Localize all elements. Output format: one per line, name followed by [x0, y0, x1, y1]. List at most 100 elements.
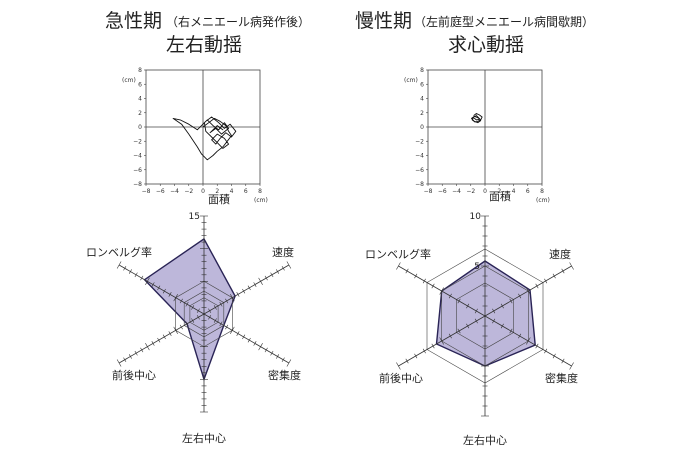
radar-tick	[552, 273, 556, 279]
sway-x-tick-label: −2	[184, 188, 193, 195]
radar-tick	[258, 277, 263, 285]
radar-tick	[552, 353, 556, 359]
sway-x-tick-label: −8	[142, 188, 151, 195]
radar-tick	[474, 318, 478, 324]
radar-tick	[208, 314, 212, 320]
panel1-title-main: 急性期	[105, 10, 162, 32]
radar-tick	[405, 358, 409, 364]
radar-tick	[405, 268, 409, 274]
radar-tick	[168, 331, 172, 336]
radar-tick	[140, 347, 144, 353]
sway-x-unit: (cm)	[254, 197, 268, 204]
radar-tick	[230, 326, 235, 334]
sway-x-tick-label: 4	[230, 188, 234, 195]
radar-tick	[179, 324, 183, 330]
radar-tick	[196, 308, 200, 314]
radar-tick	[466, 323, 470, 329]
radar-tick	[466, 303, 470, 309]
radar-tick	[526, 287, 531, 295]
radar-tick	[422, 348, 426, 354]
radar-tick	[518, 333, 522, 339]
sway-x-unit: (cm)	[536, 197, 550, 204]
radar-axis	[203, 264, 290, 315]
radar-axis-label: 前後中心	[379, 371, 423, 385]
sway-y-tick-label: 0	[138, 124, 142, 131]
radar-tick	[281, 265, 285, 271]
radar-data-polygon	[435, 260, 536, 367]
radar-tick	[157, 337, 161, 343]
sway-y-tick-label: −2	[133, 138, 142, 145]
radar-axis	[203, 313, 290, 364]
radar-tick	[145, 343, 150, 351]
radar-axis-label: ロンベルグ率	[86, 245, 152, 259]
radar-tick	[286, 261, 292, 269]
sway-x-tick-label: 0	[201, 188, 205, 195]
radar-tick	[258, 343, 263, 351]
panel2-title-main: 慢性期	[355, 10, 412, 32]
radar-tick	[492, 308, 496, 314]
radar-tick	[128, 269, 132, 274]
sway-y-tick-label: 6	[138, 81, 142, 88]
radar-tick	[162, 334, 166, 340]
sway-x-tick-label: 8	[258, 188, 262, 195]
sway-x-tick-label: −6	[156, 188, 165, 195]
sway-x-tick-label: 6	[526, 188, 530, 195]
sway-trace	[172, 116, 237, 161]
radar-tick	[500, 323, 504, 329]
radar-tick	[500, 303, 504, 309]
panel2-title-sub: （左前庭型メニエール病間歇期）	[414, 14, 594, 29]
radar-tick	[116, 359, 122, 367]
sway-y-tick-label: 6	[420, 81, 424, 88]
panel1-title-sub: （右メニエール病発作後）	[166, 14, 310, 29]
sway-y-tick-label: 2	[420, 110, 424, 117]
radar-tick	[448, 293, 452, 299]
sway-y-tick-label: 8	[138, 67, 142, 74]
radar-tick	[492, 318, 496, 324]
radar-tick	[544, 348, 548, 354]
sway-y-tick-label: −2	[415, 138, 424, 145]
sway-x-tick-label: 8	[540, 188, 544, 195]
sway-trace	[471, 113, 483, 124]
radar-tick	[185, 321, 189, 327]
radar-tick	[247, 337, 251, 343]
radar-tick	[134, 272, 138, 278]
sway-y-tick-label: −6	[415, 167, 424, 174]
radar-axis-label: 左右中心	[182, 431, 226, 445]
sway-x-tick-label: 2	[497, 188, 501, 195]
radar-tick	[173, 326, 178, 334]
radar-tick	[236, 292, 240, 297]
radar-tick	[264, 275, 268, 281]
radar-tick	[276, 269, 280, 274]
panel1-title2: 左右動揺	[166, 34, 242, 56]
radar-tick	[561, 268, 565, 274]
radar-tick	[123, 265, 127, 271]
radar-axis-label: 密集度	[268, 368, 301, 382]
radar-max-label: 15	[189, 212, 200, 222]
radar-tick	[173, 294, 178, 302]
radar-tick	[414, 353, 418, 359]
radar-tick	[128, 354, 132, 359]
radar-tick	[561, 358, 565, 364]
sway-x-tick-label: −6	[438, 188, 447, 195]
radar-tick	[236, 331, 240, 336]
radar-axis-label: 面積	[489, 189, 511, 203]
radar-tick	[191, 318, 195, 323]
radar-tick	[509, 298, 513, 304]
radar-tick	[396, 362, 401, 370]
radar-tick	[431, 343, 435, 349]
radar-tick	[145, 277, 150, 285]
radar-tick	[151, 341, 155, 346]
sway-y-tick-label: 2	[138, 110, 142, 117]
radar-tick	[439, 287, 444, 295]
radar-tick	[191, 305, 195, 310]
sway-y-tick-label: 0	[420, 124, 424, 131]
radar-axis-label: 面積	[208, 192, 230, 206]
sway-y-unit: (cm)	[122, 77, 136, 84]
sway-x-tick-label: 4	[512, 188, 516, 195]
radar-tick	[281, 357, 285, 363]
radar-tick	[185, 301, 189, 307]
radar-tick	[270, 350, 274, 356]
radar-tick	[242, 288, 246, 294]
